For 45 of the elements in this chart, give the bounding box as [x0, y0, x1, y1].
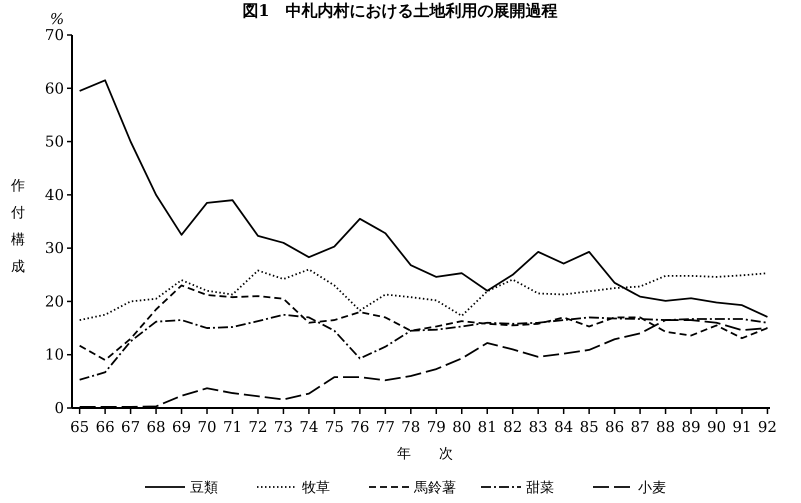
x-tick-label: 72 — [248, 418, 268, 436]
y-tick-label: 70 — [44, 26, 64, 44]
y-tick-label: 0 — [54, 399, 64, 417]
x-tick-label: 91 — [732, 418, 752, 436]
x-tick-label: 75 — [324, 418, 344, 436]
x-tick-label: 84 — [554, 418, 574, 436]
x-tick-label: 85 — [580, 418, 599, 436]
x-tick-label: 88 — [656, 418, 676, 436]
x-tick-label: 67 — [121, 418, 140, 436]
x-tick-label: 81 — [478, 418, 497, 436]
x-tick-label: 66 — [96, 418, 115, 436]
legend-label: 甜菜 — [526, 480, 554, 496]
x-tick-label: 74 — [299, 418, 318, 436]
x-tick-label: 90 — [706, 418, 726, 436]
x-tick-label: 80 — [452, 418, 472, 436]
y-tick-label: 40 — [44, 186, 64, 204]
legend-label: 牧草 — [302, 480, 330, 496]
chart-title: 図1 中札内村における土地利用の展開過程 — [242, 1, 558, 20]
x-tick-label: 83 — [528, 418, 548, 436]
y-tick-label: 50 — [44, 132, 64, 151]
x-tick-label: 70 — [197, 418, 217, 436]
x-tick-label: 78 — [401, 418, 420, 436]
x-tick-label: 69 — [172, 418, 192, 436]
legend-label: 馬鈴薯 — [413, 480, 456, 496]
y-axis-title: 作付構成 — [10, 178, 25, 275]
x-axis-title: 年 次 — [397, 446, 453, 462]
legend-label: 小麦 — [638, 480, 666, 496]
y-tick-label: 10 — [44, 346, 64, 364]
text: % — [50, 10, 64, 28]
x-tick-label: 87 — [630, 418, 650, 436]
x-tick-label: 77 — [376, 418, 395, 436]
x-tick-label: 82 — [503, 418, 522, 436]
x-tick-label: 71 — [222, 418, 242, 436]
x-tick-label: 76 — [350, 418, 370, 436]
x-tick-label: 73 — [274, 418, 293, 436]
y-tick-label: 20 — [44, 292, 64, 310]
y-tick-label: 60 — [44, 79, 64, 98]
x-tick-label: 79 — [426, 418, 446, 436]
x-tick-label: 65 — [70, 418, 90, 436]
x-tick-label: 68 — [146, 418, 166, 436]
legend-label: 豆類 — [190, 480, 218, 496]
y-tick-label: 30 — [44, 239, 64, 258]
x-tick-label: 92 — [758, 418, 777, 436]
x-tick-label: 86 — [605, 418, 624, 436]
x-tick-label: 89 — [681, 418, 701, 436]
